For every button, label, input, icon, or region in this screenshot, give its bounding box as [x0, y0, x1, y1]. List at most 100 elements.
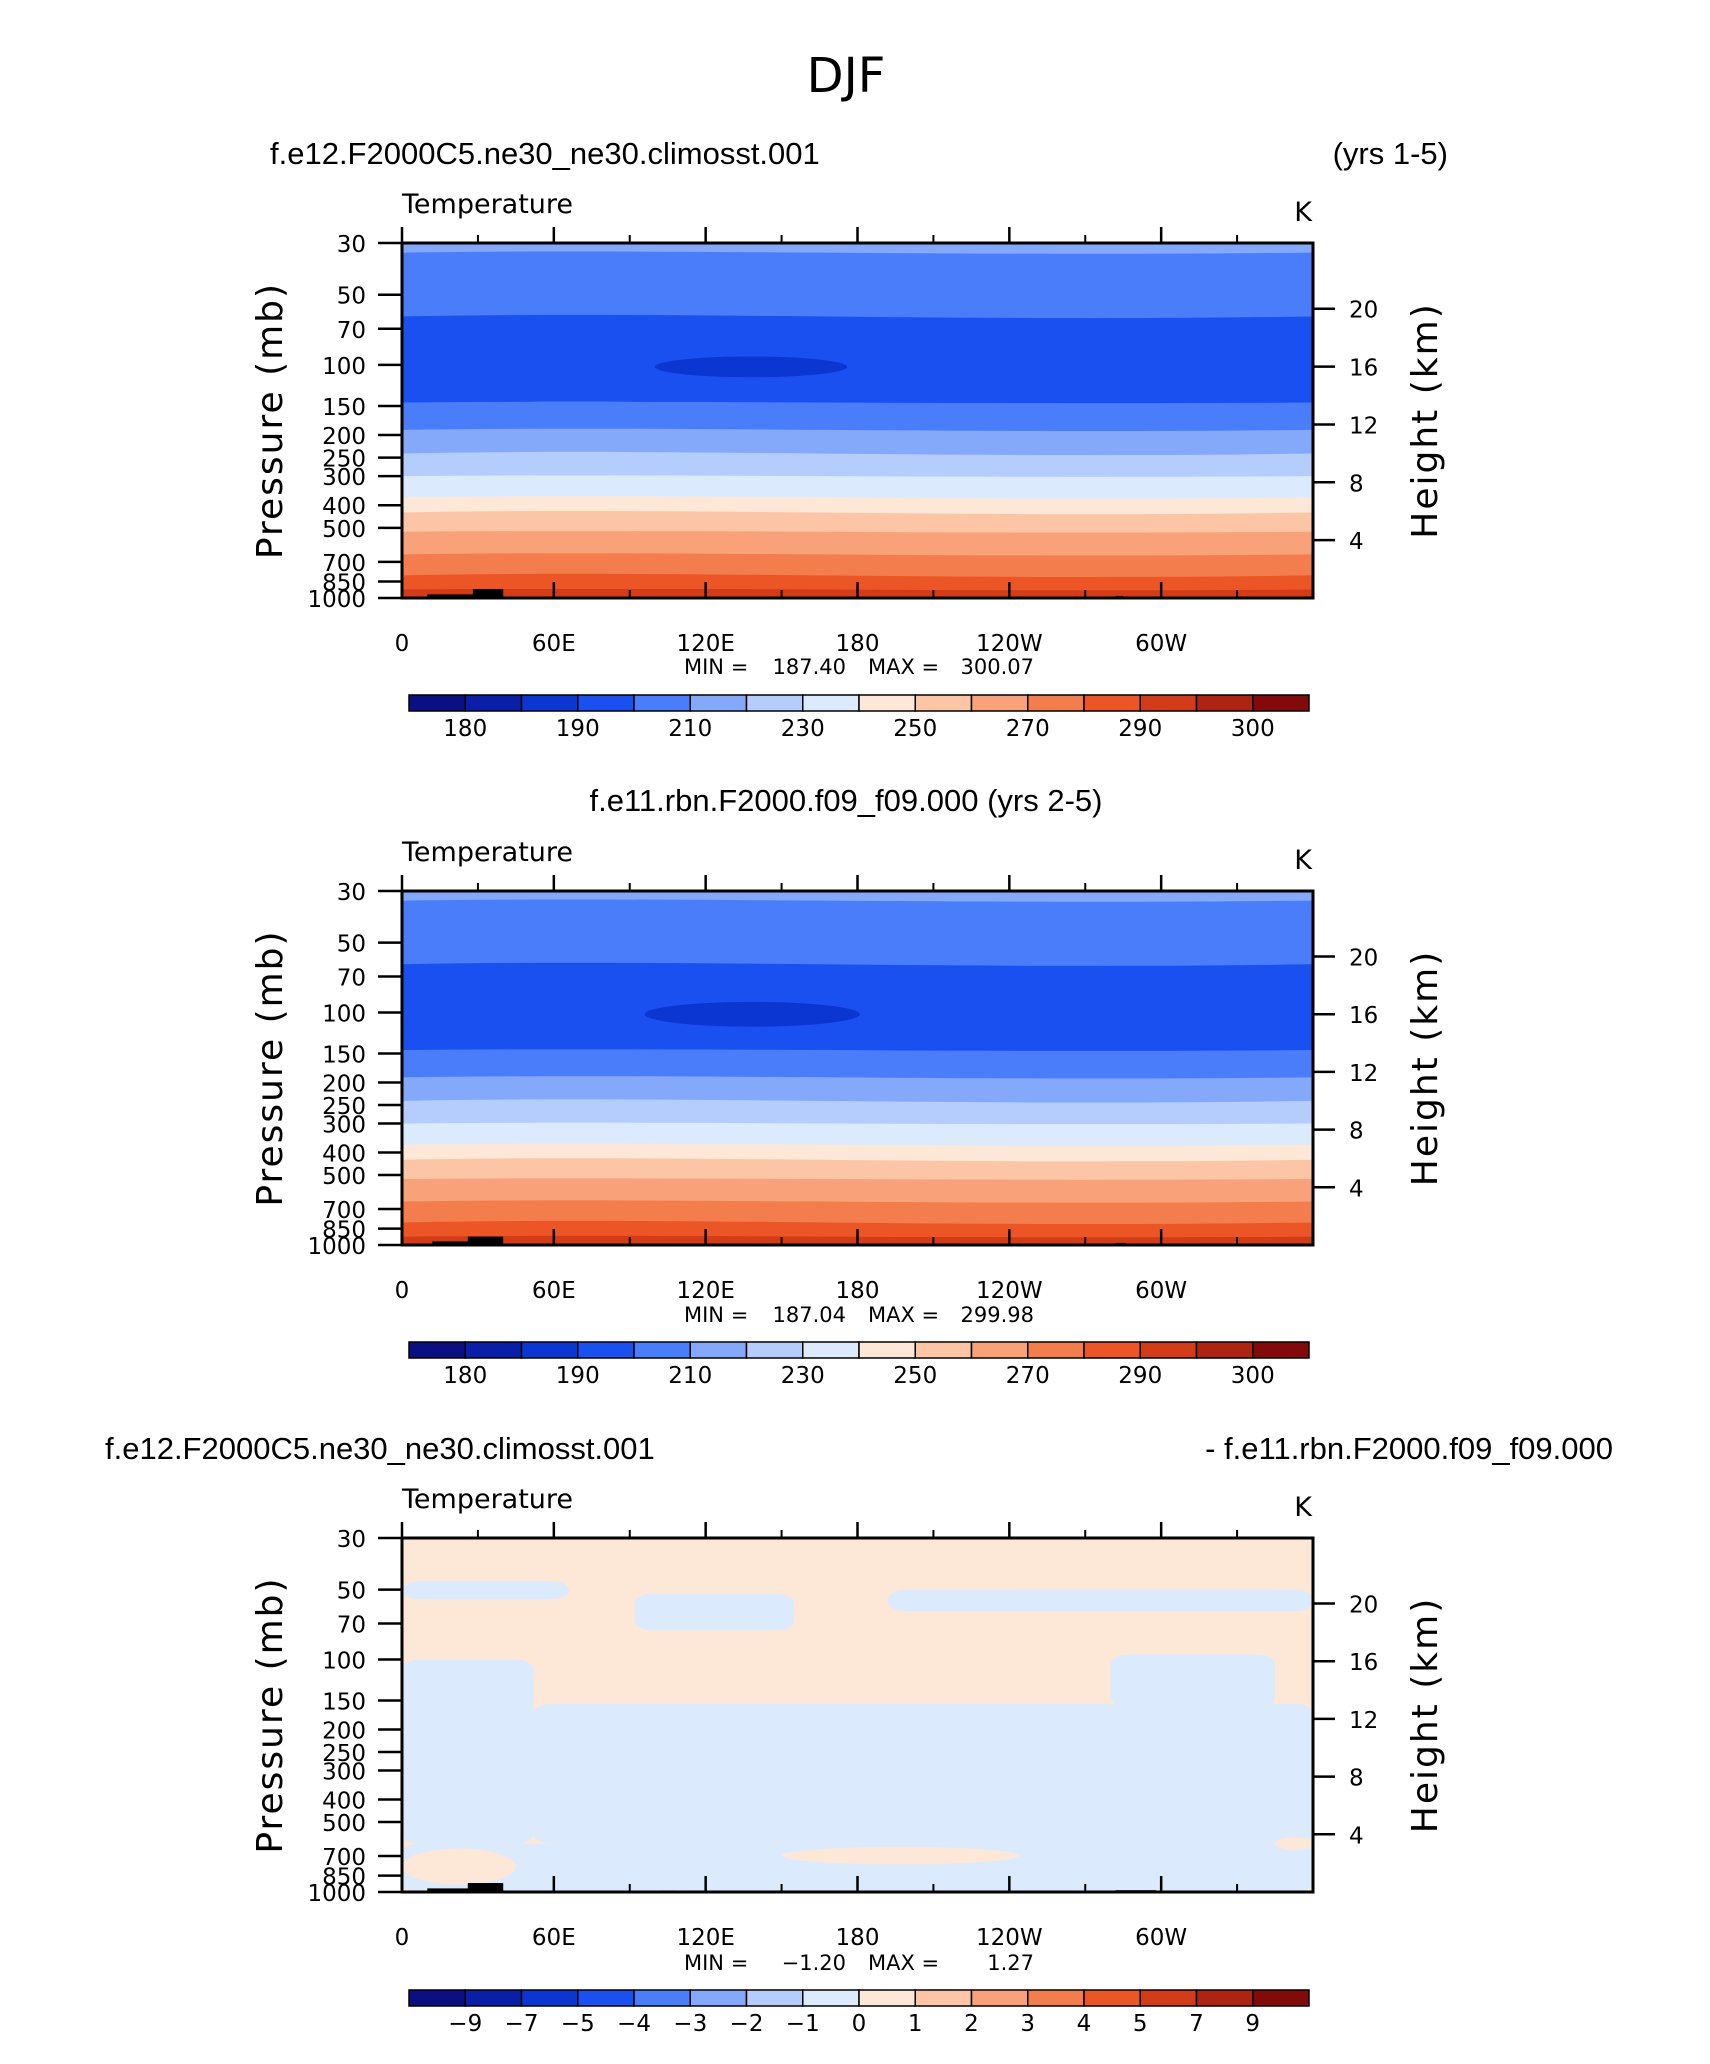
negative-region	[402, 1581, 570, 1600]
x-tick-label: 60E	[532, 1925, 576, 1951]
terrain-mask	[432, 1241, 489, 1245]
plot-area	[402, 1538, 1313, 1892]
negative-region	[402, 1659, 534, 1844]
colorbar-cell	[633, 1341, 691, 1359]
colorbar-cell	[1195, 1341, 1254, 1359]
colorbar-cell	[914, 1341, 973, 1359]
min-value: 187.04	[773, 1303, 846, 1327]
min-label: MIN =	[684, 1951, 748, 1975]
y-tick-label: 250	[322, 1094, 366, 1120]
colorbar-cell	[858, 1989, 916, 2007]
y-tick-label: 400	[322, 1788, 366, 1814]
units-label: K	[1294, 197, 1313, 228]
y-tick-label: 500	[322, 1164, 366, 1190]
temperature-band	[402, 1143, 1313, 1162]
height-tick-label: 4	[1349, 529, 1364, 555]
y-tick-label: 500	[322, 517, 366, 543]
y-tick-label: 50	[337, 1579, 366, 1605]
positive-patch	[1275, 1837, 1313, 1851]
colorbar-label: 4	[1077, 2011, 1092, 2037]
x-tick-label: 120E	[676, 631, 734, 657]
terrain-mask	[467, 1236, 504, 1245]
y-tick-label: 200	[322, 1719, 366, 1745]
temperature-band	[402, 401, 1313, 432]
temperature-band	[402, 510, 1313, 535]
colorbar-cell	[970, 1341, 1029, 1359]
colorbar-label: 290	[1118, 1363, 1162, 1389]
colorbar-cell	[408, 1989, 466, 2007]
colorbar-cell	[1027, 1989, 1085, 2007]
temperature-band	[402, 251, 1313, 319]
height-tick-label: 8	[1349, 471, 1364, 497]
temperature-band	[402, 428, 1313, 456]
y-tick-label: 300	[322, 1759, 366, 1785]
colorbar-label: −9	[448, 2011, 482, 2037]
variable-label: Temperature	[401, 1484, 573, 1515]
x-tick-label: 180	[836, 631, 880, 657]
min-label: MIN =	[684, 1303, 748, 1327]
colorbar-cell	[802, 1989, 860, 2007]
y-tick-label: 500	[322, 1811, 366, 1837]
colorbar-cell	[520, 1989, 579, 2007]
x-tick-label: 60W	[1135, 1925, 1187, 1951]
y-tick-label: 400	[322, 494, 366, 520]
panel-2: f.e11.rbn.F2000.f09_f09.000 (yrs 2-5) Tem…	[250, 783, 1446, 1389]
max-label: MAX =	[868, 655, 939, 679]
height-tick-label: 16	[1349, 356, 1378, 382]
x-tick-label: 0	[395, 1925, 410, 1951]
colorbar-cell	[520, 1341, 579, 1359]
colorbar-label: −1	[786, 2011, 820, 2037]
y-tick-label: 70	[337, 1613, 366, 1639]
colorbar-label: 300	[1231, 716, 1275, 742]
colorbar-label: −4	[617, 2011, 651, 2037]
height-tick-label: 12	[1349, 413, 1378, 439]
terrain-mask	[427, 1888, 489, 1892]
temperature-band	[402, 475, 1313, 500]
min-value: −1.20	[782, 1951, 846, 1975]
colorbar-cell	[914, 694, 973, 712]
temperature-band	[402, 451, 1313, 479]
panel-1: f.e12.F2000C5.ne30_ne30.climosst.001 (yrs…	[250, 136, 1448, 742]
y-tick-label: 70	[337, 966, 366, 992]
panel-title-right: (yrs 1-5)	[1333, 136, 1448, 171]
y-tick-label: 150	[322, 1042, 366, 1068]
colorbar-cell	[520, 694, 579, 712]
colorbar-label: −3	[673, 2011, 707, 2037]
colorbar-label: 1	[908, 2011, 923, 2037]
colorbar-cell	[1083, 1341, 1141, 1359]
colorbar-cell	[577, 1989, 635, 2007]
y-tick-label: 300	[322, 1112, 366, 1138]
height-tick-label: 20	[1349, 1593, 1378, 1619]
min-label: MIN =	[684, 655, 748, 679]
colorbar-label: 210	[668, 1363, 712, 1389]
y-tick-label: 700	[322, 551, 366, 577]
max-value: 1.27	[987, 1951, 1034, 1975]
max-label: MAX =	[868, 1951, 939, 1975]
colorbar-label: 250	[893, 1363, 937, 1389]
x-tick-label: 120W	[976, 1278, 1043, 1304]
plot-area	[402, 243, 1313, 598]
negative-region	[634, 1593, 795, 1631]
y-tick-label: 100	[322, 1002, 366, 1028]
colorbar-cell	[633, 1989, 691, 2007]
y-tick-label: 200	[322, 424, 366, 450]
colorbar-cell	[1027, 694, 1085, 712]
colorbar-cell	[970, 694, 1029, 712]
y-tick-label: 30	[337, 232, 366, 258]
temperature-band	[402, 531, 1313, 557]
y-tick-label: 700	[322, 1845, 366, 1871]
y-axis-label: Pressure (mb)	[250, 1576, 291, 1853]
y-tick-label: 30	[337, 880, 366, 906]
colorbar-label: 230	[781, 716, 825, 742]
y-tick-label: 50	[337, 284, 366, 310]
terrain-mask	[467, 1883, 504, 1892]
height-tick-label: 8	[1349, 1119, 1364, 1145]
colorbar-cell	[464, 1341, 523, 1359]
variable-label: Temperature	[401, 189, 573, 220]
y-tick-label: 100	[322, 354, 366, 380]
temperature-band	[402, 1200, 1313, 1225]
height-tick-label: 16	[1349, 1003, 1378, 1029]
colorbar-cell	[1195, 694, 1254, 712]
colorbar-cell	[1139, 1989, 1198, 2007]
y-tick-label: 1000	[307, 587, 366, 613]
